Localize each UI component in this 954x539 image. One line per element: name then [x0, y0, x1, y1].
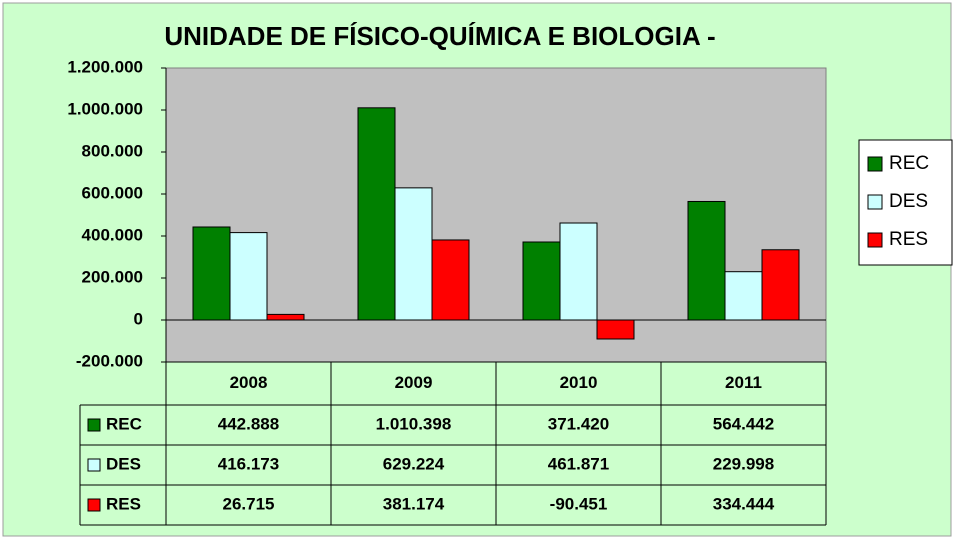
table-value: 461.871: [548, 454, 609, 473]
bar: [687, 200, 726, 321]
table-value: 1.010.398: [376, 414, 452, 433]
table-value: 229.998: [713, 454, 774, 473]
bar: [229, 232, 268, 321]
table-value: 416.173: [218, 454, 279, 473]
table-series-name: REC: [106, 414, 142, 433]
legend-label: RES: [889, 229, 928, 250]
x-tick-label: 2009: [395, 373, 433, 392]
table-legend-key: [87, 458, 101, 472]
x-tick-label: 2010: [560, 373, 598, 392]
table-value: 629.224: [383, 454, 445, 473]
legend-label: DES: [889, 191, 928, 212]
bar: [431, 239, 470, 321]
bar: [596, 319, 635, 340]
bar: [559, 222, 598, 321]
bar: [357, 107, 396, 321]
bar: [522, 241, 561, 321]
x-tick-label: 2008: [230, 373, 268, 392]
y-tick-label: 1.200.000: [67, 57, 143, 76]
legend-key: [867, 232, 883, 248]
bar: [394, 187, 433, 321]
table-value: 564.442: [713, 414, 774, 433]
y-tick-label: 0: [134, 309, 143, 328]
table-legend-key: [87, 498, 101, 512]
table-legend-key: [87, 418, 101, 432]
x-tick-label: 2011: [725, 373, 762, 392]
bar: [192, 226, 231, 321]
bar: [724, 271, 763, 321]
y-tick-label: 800.000: [82, 141, 143, 160]
bar: [761, 249, 800, 321]
y-tick-label: 1.000.000: [67, 99, 143, 118]
chart-title: UNIDADE DE FÍSICO-QUÍMICA E BIOLOGIA -: [164, 21, 715, 51]
table-value: -90.451: [550, 494, 608, 513]
y-tick-label: -200.000: [76, 351, 143, 370]
table-series-name: RES: [106, 494, 141, 513]
y-tick-label: 600.000: [82, 183, 143, 202]
table-value: 334.444: [713, 494, 775, 513]
legend-key: [867, 156, 883, 172]
bar: [266, 313, 305, 321]
legend-key: [867, 194, 883, 210]
table-value: 381.174: [383, 494, 445, 513]
table-value: 442.888: [218, 414, 279, 433]
table-series-name: DES: [106, 454, 141, 473]
y-tick-label: 400.000: [82, 225, 143, 244]
table-value: 26.715: [223, 494, 275, 513]
legend-label: REC: [889, 153, 929, 174]
table-value: 371.420: [548, 414, 609, 433]
y-tick-label: 200.000: [82, 267, 143, 286]
